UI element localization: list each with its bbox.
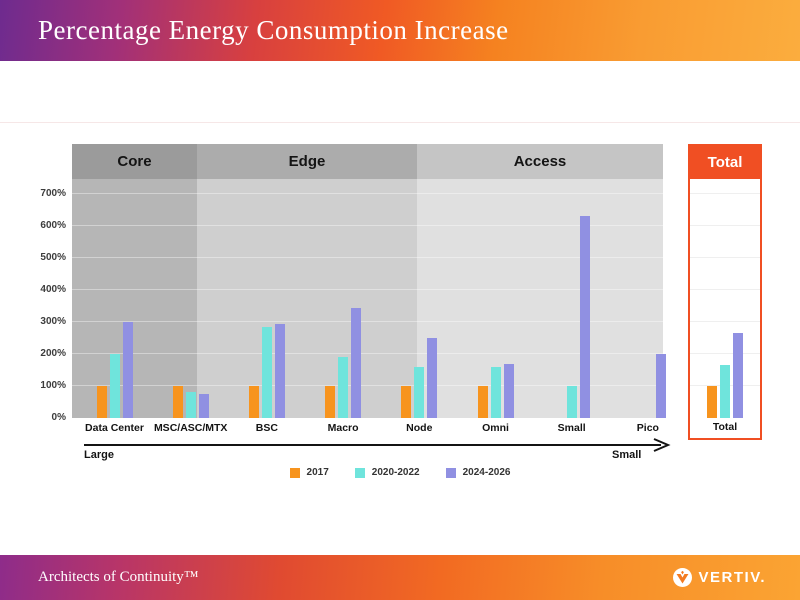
- legend-swatch-2017: [289, 467, 300, 478]
- bar: [261, 326, 272, 418]
- total-category-label: Total: [712, 421, 738, 433]
- plot-area: [72, 179, 666, 418]
- bar: [274, 323, 285, 418]
- title-bar: Percentage Energy Consumption Increase: [0, 0, 800, 61]
- core-background: [72, 179, 197, 418]
- category-labels: Data Center MSC/ASC/MTX BSC Macro Node Omni Sm…: [72, 422, 663, 436]
- section-header-core: Core: [72, 144, 197, 179]
- section-header-edge: Edge: [197, 144, 417, 179]
- bar: [733, 333, 743, 418]
- category-label: Macro: [327, 422, 359, 434]
- bar: [122, 322, 133, 418]
- y-tick-label: 100%: [40, 380, 66, 391]
- total-header: Total: [690, 146, 760, 179]
- bar: [198, 394, 209, 418]
- gridline: [690, 353, 760, 354]
- legend-item-2017: 2017: [289, 467, 329, 478]
- bar: [96, 386, 107, 418]
- category-label: Data Center: [85, 422, 144, 434]
- page-title: Percentage Energy Consumption Increase: [38, 15, 509, 45]
- access-background: [417, 179, 663, 418]
- y-tick-label: 300%: [40, 316, 66, 327]
- category-label: Pico: [636, 422, 659, 434]
- large-label: Large: [84, 449, 114, 461]
- y-tick-label: 200%: [40, 348, 66, 359]
- gridline: [72, 353, 663, 354]
- gridline: [690, 289, 760, 290]
- gridline: [690, 225, 760, 226]
- legend-swatch-2020-2022: [354, 467, 365, 478]
- y-tick-label: 600%: [40, 220, 66, 231]
- gridline: [690, 257, 760, 258]
- bar: [248, 386, 259, 418]
- gridline: [72, 257, 663, 258]
- total-box: Total Total: [688, 144, 762, 440]
- legend-item-2020-2022: 2020-2022: [354, 467, 420, 478]
- y-tick-label: 700%: [40, 188, 66, 199]
- category-label: BSC: [255, 422, 278, 434]
- footer-bar: Architects of Continuity™ VERTIV.: [0, 555, 800, 600]
- vertiv-bird-icon: [672, 568, 692, 587]
- bar: [172, 386, 183, 418]
- section-headers: Core Edge Access: [72, 144, 663, 179]
- bar: [707, 386, 717, 418]
- gridline: [72, 321, 663, 322]
- y-axis: 0% 100% 200% 300% 400% 500% 600% 700%: [0, 179, 66, 423]
- bar: [477, 386, 488, 418]
- category-label: Node: [406, 422, 433, 434]
- legend-swatch-2024-2026: [445, 467, 456, 478]
- bar: [427, 338, 438, 418]
- bar: [414, 366, 425, 418]
- bar: [325, 386, 336, 418]
- bar: [579, 216, 590, 418]
- edge-background: [197, 179, 417, 418]
- bar: [655, 354, 666, 418]
- legend-item-2024-2026: 2024-2026: [445, 467, 510, 478]
- energy-consumption-chart: 0% 100% 200% 300% 400% 500% 600% 700% Core Edge…: [0, 144, 800, 478]
- section-header-access: Access: [417, 144, 663, 179]
- total-plot-area: [690, 179, 760, 418]
- gridline: [72, 225, 663, 226]
- divider-line: [0, 122, 800, 123]
- legend: 2017 2020-2022 2024-2026: [0, 467, 800, 478]
- y-tick-label: 400%: [40, 284, 66, 295]
- category-label: Omni: [482, 422, 509, 434]
- y-tick-label: 0%: [51, 412, 66, 423]
- gridline: [690, 321, 760, 322]
- bar: [490, 366, 501, 418]
- bar: [351, 307, 362, 418]
- gridline: [72, 193, 663, 194]
- bar: [566, 386, 577, 418]
- gridline: [690, 193, 760, 194]
- bar: [109, 354, 120, 418]
- bar: [720, 365, 730, 418]
- y-tick-label: 500%: [40, 252, 66, 263]
- bar: [185, 392, 196, 418]
- category-label: MSC/ASC/MTX: [153, 422, 228, 434]
- bar: [401, 386, 412, 418]
- tagline: Architects of Continuity™: [38, 569, 199, 585]
- gridline: [72, 289, 663, 290]
- brand-text: VERTIV.: [698, 569, 766, 586]
- size-axis-arrow: [84, 438, 671, 452]
- bar: [338, 357, 349, 418]
- gridline: [72, 385, 663, 386]
- vertiv-logo: VERTIV.: [672, 568, 766, 587]
- small-label: Small: [612, 449, 642, 461]
- category-label: Small: [557, 422, 586, 434]
- bar: [503, 363, 514, 418]
